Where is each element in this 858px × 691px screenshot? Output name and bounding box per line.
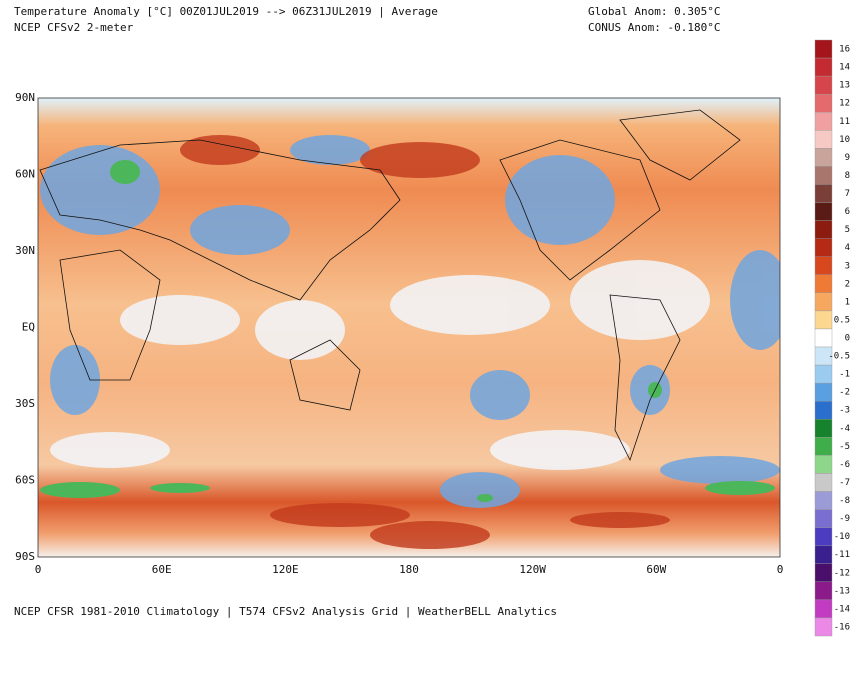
- colorbar-swatch: [814, 617, 833, 637]
- lon-label: 120W: [519, 563, 546, 576]
- colorbar-swatch: [814, 220, 833, 239]
- colorbar-swatch: [814, 545, 833, 564]
- global-anom: Global Anom: 0.305°C: [588, 5, 720, 18]
- colorbar-label: 13: [839, 81, 850, 91]
- colorbar-label: -1: [839, 370, 850, 380]
- colorbar-label: -11: [834, 550, 850, 560]
- colorbar-swatch: [814, 382, 833, 402]
- colorbar-label: -16: [834, 622, 850, 632]
- colorbar-label: -9: [839, 514, 850, 524]
- colorbar-swatch: [814, 75, 833, 95]
- colorbar-swatch: [814, 491, 833, 510]
- title: Temperature Anomaly [°C] 00Z01JUL2019 --…: [14, 5, 438, 18]
- lat-label: 90S: [15, 550, 35, 563]
- colorbar-label: -12: [834, 568, 850, 578]
- lat-label: EQ: [22, 321, 35, 334]
- colorbar-swatch: [814, 130, 833, 149]
- colorbar-swatch: [814, 93, 833, 113]
- colorbar-swatch: [814, 274, 833, 294]
- colorbar-swatch: [814, 202, 833, 221]
- subtitle: NCEP CFSv2 2-meter: [14, 21, 134, 34]
- colorbar-swatch: [814, 419, 833, 438]
- colorbar-swatch: [814, 39, 833, 59]
- colorbar-swatch: [814, 328, 833, 348]
- colorbar-swatch: [814, 166, 833, 185]
- colorbar-swatch: [814, 581, 833, 601]
- colorbar-swatch: [814, 148, 833, 167]
- lat-label: 90N: [15, 91, 35, 104]
- colorbar-label: -14: [834, 604, 850, 614]
- lon-label: 60W: [646, 563, 666, 576]
- colorbar-label: 0: [845, 334, 850, 344]
- colorbar-label: 2: [845, 279, 850, 289]
- colorbar-label: -6: [839, 460, 850, 470]
- colorbar-label: 5: [845, 225, 850, 235]
- colorbar-swatch: [814, 364, 833, 384]
- colorbar-label: 6: [845, 207, 850, 217]
- colorbar-label: -2: [839, 388, 850, 398]
- colorbar-swatch: [814, 57, 833, 77]
- conus-anom: CONUS Anom: -0.180°C: [588, 21, 720, 34]
- lat-label: 60S: [15, 474, 35, 487]
- colorbar-label: 7: [845, 189, 850, 199]
- colorbar: 16 14 13 12 11 10 9 8 7 6 5 4 3 2 1 0.5 0 -0.5 -1 -2 -3 -4 -5 -…: [814, 39, 850, 637]
- colorbar-swatch: [814, 256, 833, 275]
- colorbar-swatch: [814, 184, 833, 203]
- colorbar-swatch: [814, 238, 833, 257]
- lon-label: 60E: [152, 563, 172, 576]
- lat-label: 30N: [15, 244, 35, 257]
- colorbar-swatch: [814, 473, 833, 492]
- colorbar-label: 16: [839, 45, 850, 55]
- lat-label: 60N: [15, 168, 35, 181]
- colorbar-label: 1: [845, 297, 850, 307]
- colorbar-swatch: [814, 112, 833, 131]
- map-frame: [37, 97, 781, 558]
- lat-label: 30S: [15, 397, 35, 410]
- colorbar-swatch: [814, 292, 833, 312]
- colorbar-swatch: [814, 563, 833, 583]
- colorbar-label: 9: [845, 153, 850, 163]
- colorbar-label: -5: [839, 442, 850, 452]
- colorbar-swatch: [814, 310, 833, 330]
- colorbar-label: -13: [834, 586, 850, 596]
- colorbar-label: 11: [839, 117, 850, 127]
- colorbar-swatch: [814, 599, 833, 619]
- colorbar-swatch: [814, 527, 833, 546]
- colorbar-label: 10: [839, 135, 850, 145]
- lon-label: 180: [399, 563, 419, 576]
- lon-label: 0: [35, 563, 42, 576]
- colorbar-swatch: [814, 437, 833, 456]
- map: [38, 98, 780, 557]
- colorbar-swatch: [814, 509, 833, 528]
- colorbar-label: 0.5: [834, 315, 850, 325]
- colorbar-label: 4: [845, 243, 850, 253]
- colorbar-swatch: [814, 401, 833, 420]
- footer: NCEP CFSR 1981-2010 Climatology | T574 C…: [14, 605, 557, 618]
- colorbar-label: 8: [845, 171, 850, 181]
- colorbar-swatch: [814, 455, 833, 474]
- colorbar-label: 12: [839, 99, 850, 109]
- colorbar-label: -10: [834, 532, 850, 542]
- colorbar-label: -0.5: [828, 352, 850, 362]
- colorbar-label: -8: [839, 496, 850, 506]
- lon-label: 120E: [272, 563, 299, 576]
- colorbar-label: -3: [839, 406, 850, 416]
- lon-label: 0: [777, 563, 784, 576]
- colorbar-label: -4: [839, 424, 850, 434]
- colorbar-label: 14: [839, 63, 850, 73]
- colorbar-label: -7: [839, 478, 850, 488]
- colorbar-label: 3: [845, 261, 850, 271]
